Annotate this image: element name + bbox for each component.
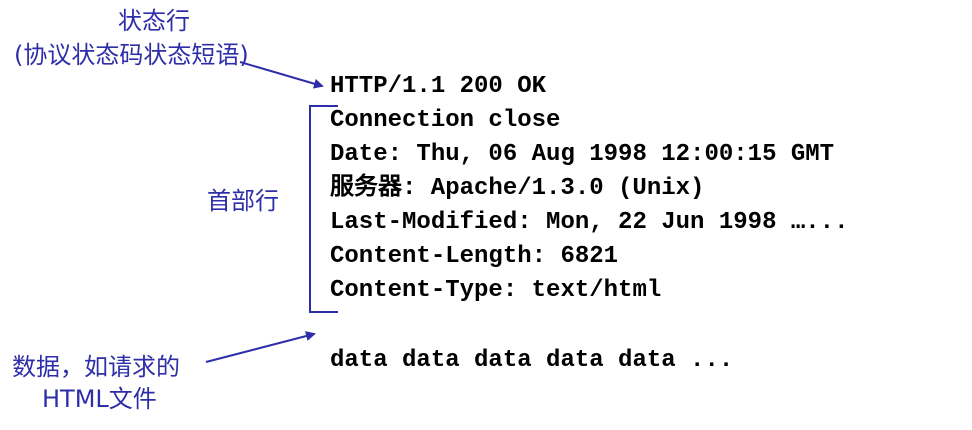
status-line-label: 状态行 [118, 7, 190, 35]
header-line-content-type: Content-Type: text/html [330, 277, 662, 304]
header-line-server: 服务器: Apache/1.3.0 (Unix) [330, 175, 705, 202]
status-line-sublabel: (协议状态码状态短语) [14, 41, 249, 69]
status-line: HTTP/1.1 200 OK [330, 73, 547, 100]
header-line-content-length: Content-Length: 6821 [330, 243, 619, 270]
header-line-connection: Connection close [330, 107, 561, 134]
header-lines-label: 首部行 [207, 187, 279, 215]
data-label: 数据，如请求的 [12, 353, 180, 381]
data-arrow [205, 331, 316, 363]
header-line-last-modified: Last-Modified: Mon, 22 Jun 1998 …... [330, 209, 849, 236]
entity-body-line: data data data data data ... [330, 347, 734, 374]
header-line-date: Date: Thu, 06 Aug 1998 12:00:15 GMT [330, 141, 835, 168]
header-lines-bracket [309, 105, 338, 313]
status-line-arrow [239, 61, 324, 89]
data-sublabel: HTML文件 [42, 385, 157, 413]
